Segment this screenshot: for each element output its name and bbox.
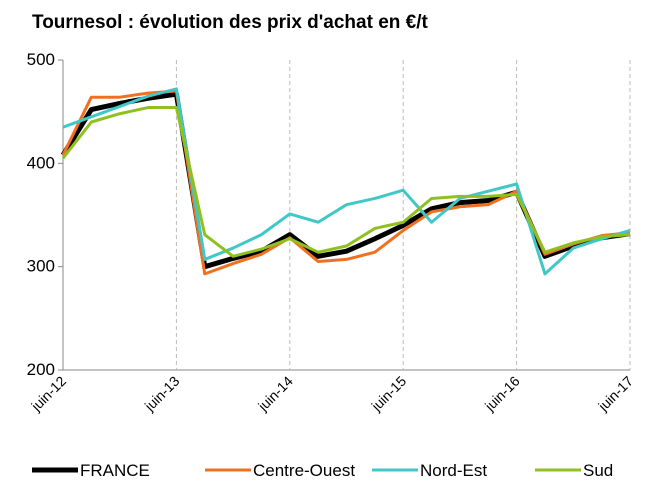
- y-tick-label: 500: [27, 50, 55, 69]
- chart-title: Tournesol : évolution des prix d'achat e…: [32, 12, 429, 33]
- series-line: [62, 87, 631, 276]
- series-line: [60, 91, 631, 270]
- legend-label: Nord-Est: [420, 461, 487, 480]
- y-tick-label: 400: [27, 153, 55, 172]
- x-tick-label: juin-16: [481, 373, 523, 415]
- legend-label: FRANCE: [80, 461, 150, 480]
- x-tick-label: juin-14: [254, 373, 296, 415]
- y-tick-label: 300: [27, 257, 55, 276]
- series-line: [61, 106, 631, 258]
- x-tick-label: juin-13: [141, 373, 183, 415]
- x-tick-label: juin-17: [594, 373, 636, 415]
- x-tick-label: juin-15: [368, 373, 410, 415]
- legend-label: Sud: [583, 461, 613, 480]
- y-tick-label: 200: [27, 360, 55, 379]
- legend-label: Centre-Ouest: [253, 461, 355, 480]
